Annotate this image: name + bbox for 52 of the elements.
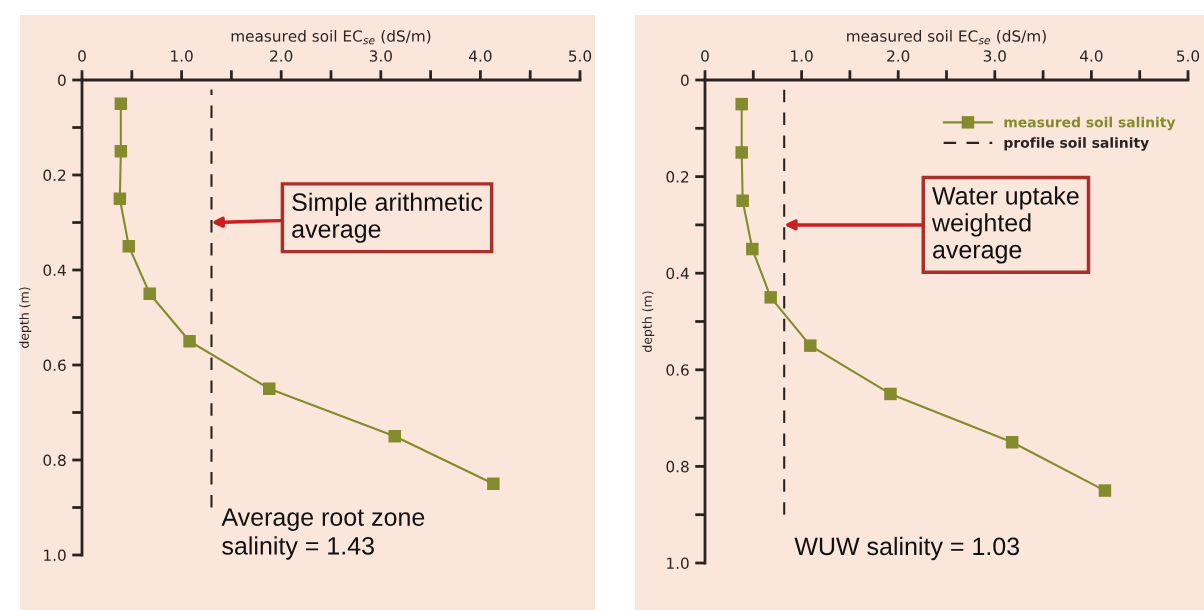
point xyxy=(735,146,748,159)
y-tick-label: 1.0 xyxy=(44,549,66,562)
y-tick-label: 0.4 xyxy=(666,267,689,280)
annotation: Average root zone salinity = 1.43 xyxy=(221,508,425,560)
legend-label: measured soil salinity xyxy=(1004,116,1176,131)
y-axis-title: depth (m) xyxy=(19,287,32,348)
x-tick-label: 1.0 xyxy=(791,50,813,62)
point xyxy=(1098,484,1112,497)
ref-line-label: profile soil salinity xyxy=(1004,137,1149,151)
y-tick-label: 0.8 xyxy=(666,460,689,473)
y-tick-label: 0 xyxy=(58,74,66,87)
x-tick-label: 2.0 xyxy=(887,50,910,62)
y-tick-label: 0.6 xyxy=(43,359,66,372)
y-tick-label: 0.8 xyxy=(43,454,66,467)
annotation: WUW salinity = 1.03 xyxy=(794,536,1020,561)
x-tick-label: 0 xyxy=(701,50,709,62)
point xyxy=(764,291,777,304)
point xyxy=(114,145,128,158)
point xyxy=(113,192,127,205)
x-axis-title: measured soil EC$_{se}$ (dS/m) xyxy=(231,29,431,45)
point xyxy=(122,240,136,253)
y-tick-label: 0.4 xyxy=(43,264,66,277)
x-tick-label: 4.0 xyxy=(1080,50,1103,62)
x-tick-label: 1.0 xyxy=(171,50,193,62)
annotation: Simple arithmetic average xyxy=(292,192,483,243)
y-tick-label: 0.6 xyxy=(666,364,689,376)
point xyxy=(388,430,401,443)
point xyxy=(746,242,759,256)
point xyxy=(1005,436,1019,449)
point xyxy=(143,287,156,300)
point xyxy=(735,97,748,111)
point xyxy=(884,387,897,401)
x-tick-label: 2.0 xyxy=(270,50,293,62)
y-tick-label: 0.2 xyxy=(43,169,66,182)
point xyxy=(487,477,500,490)
y-tick-label: 0 xyxy=(681,74,689,87)
x-tick-label: 3.0 xyxy=(369,50,392,62)
point xyxy=(263,382,276,395)
point xyxy=(183,335,196,348)
x-tick-label: 5.0 xyxy=(569,50,592,62)
x-tick-label: 0 xyxy=(78,50,86,62)
x-tick-label: 4.0 xyxy=(469,50,492,62)
x-axis-title: measured soil EC$_{se}$ (dS/m) xyxy=(847,29,1046,45)
point xyxy=(804,339,817,352)
point xyxy=(736,194,749,207)
annotation: Water uptake weighted average xyxy=(931,186,1079,264)
y-tick-label: 0.2 xyxy=(666,171,689,183)
x-tick-label: 5.0 xyxy=(1177,50,1200,62)
x-tick-label: 3.0 xyxy=(983,50,1006,62)
y-tick-label: 1.0 xyxy=(667,557,689,570)
y-axis-title: depth (m) xyxy=(642,291,655,352)
point xyxy=(114,97,128,110)
